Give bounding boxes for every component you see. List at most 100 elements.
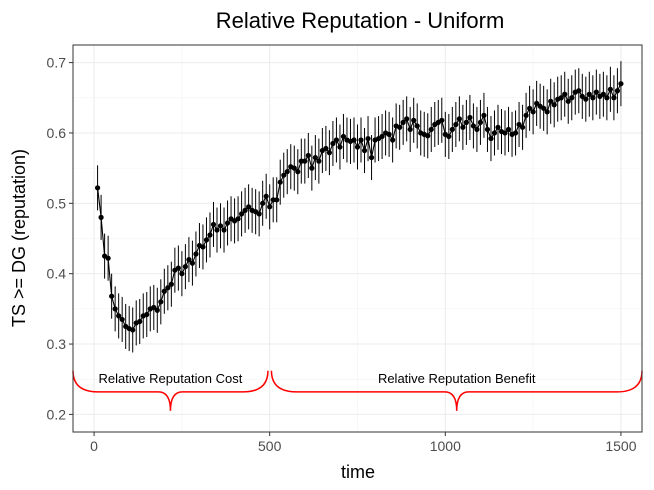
data-point (428, 126, 434, 133)
data-point (144, 311, 150, 318)
data-point (277, 179, 283, 185)
data-point (495, 124, 501, 130)
data-point (168, 281, 174, 287)
data-point (312, 154, 318, 161)
data-point (569, 95, 575, 101)
data-point (302, 158, 308, 164)
data-point (351, 137, 357, 143)
data-point (224, 220, 231, 226)
data-point (488, 135, 494, 142)
data-point (516, 121, 522, 128)
data-point (242, 207, 248, 213)
data-point (414, 123, 420, 129)
data-point (333, 137, 340, 143)
data-point (189, 260, 196, 266)
data-point (390, 137, 396, 143)
data-point (200, 244, 206, 250)
x-tick-label: 1000 (430, 438, 461, 454)
data-point (256, 211, 262, 217)
data-point (179, 271, 185, 277)
data-point (481, 112, 487, 118)
data-point (379, 133, 385, 140)
data-point (407, 126, 413, 133)
data-point (505, 126, 512, 133)
data-point (210, 221, 217, 228)
data-point (182, 264, 188, 270)
data-point (221, 227, 227, 233)
data-point (562, 91, 568, 97)
data-point (291, 165, 297, 171)
y-tick-label: 0.2 (47, 406, 67, 422)
x-axis-title: time (341, 462, 375, 482)
data-point (460, 124, 466, 130)
data-point (456, 116, 462, 122)
data-point (611, 95, 617, 101)
data-point (397, 124, 403, 130)
data-point (309, 165, 315, 171)
data-point (158, 299, 164, 305)
data-point (576, 88, 582, 94)
data-point (411, 117, 417, 123)
grid (73, 45, 642, 432)
data-point (477, 119, 484, 125)
data-point (119, 316, 125, 323)
data-point (151, 304, 157, 311)
data-point (263, 193, 269, 199)
data-point (467, 114, 473, 121)
data-point (453, 121, 459, 128)
data-point (105, 255, 111, 261)
plot-border (72, 44, 643, 433)
data-point (116, 313, 122, 319)
data-point (323, 145, 329, 152)
data-point (235, 216, 241, 222)
y-tick-label: 0.6 (47, 125, 67, 141)
data-point (523, 112, 529, 118)
data-point (165, 285, 171, 291)
data-point (449, 126, 455, 133)
data-point (565, 98, 571, 104)
x-tick-label: 0 (90, 438, 98, 454)
data-point (112, 306, 118, 312)
data-point (337, 144, 343, 150)
data-point (586, 91, 592, 97)
data-point (154, 307, 160, 313)
y-axis-title: TS >= DG (reputation) (9, 149, 29, 327)
data-point (541, 105, 547, 111)
data-point (295, 169, 301, 175)
data-point (558, 95, 564, 101)
data-point (98, 214, 104, 220)
data-point (551, 102, 557, 108)
data-point (607, 86, 613, 92)
data-point (583, 96, 589, 102)
data-point (368, 154, 375, 161)
data-point (361, 147, 368, 154)
data-point (604, 95, 610, 101)
data-point (193, 251, 199, 257)
data-point (326, 150, 333, 156)
data-point (130, 327, 136, 333)
data-point (316, 158, 322, 164)
data-point (260, 200, 266, 206)
data-point (439, 117, 445, 123)
data-point (548, 98, 554, 104)
data-point (207, 232, 213, 238)
data-point (404, 116, 410, 122)
data-point (214, 227, 220, 233)
data-point (267, 204, 273, 210)
data-point (502, 130, 508, 136)
data-point (590, 95, 596, 101)
data-point (281, 172, 287, 178)
data-point (519, 124, 526, 130)
data-point (365, 135, 371, 142)
data-point (534, 100, 540, 107)
data-point (161, 288, 167, 294)
data-point (246, 204, 252, 210)
data-point (186, 257, 192, 263)
data-point (94, 185, 101, 191)
data-point (386, 131, 392, 137)
data-point (425, 133, 431, 139)
data-point (274, 197, 280, 203)
data-point (618, 81, 624, 87)
y-tick-label: 0.3 (47, 336, 67, 352)
